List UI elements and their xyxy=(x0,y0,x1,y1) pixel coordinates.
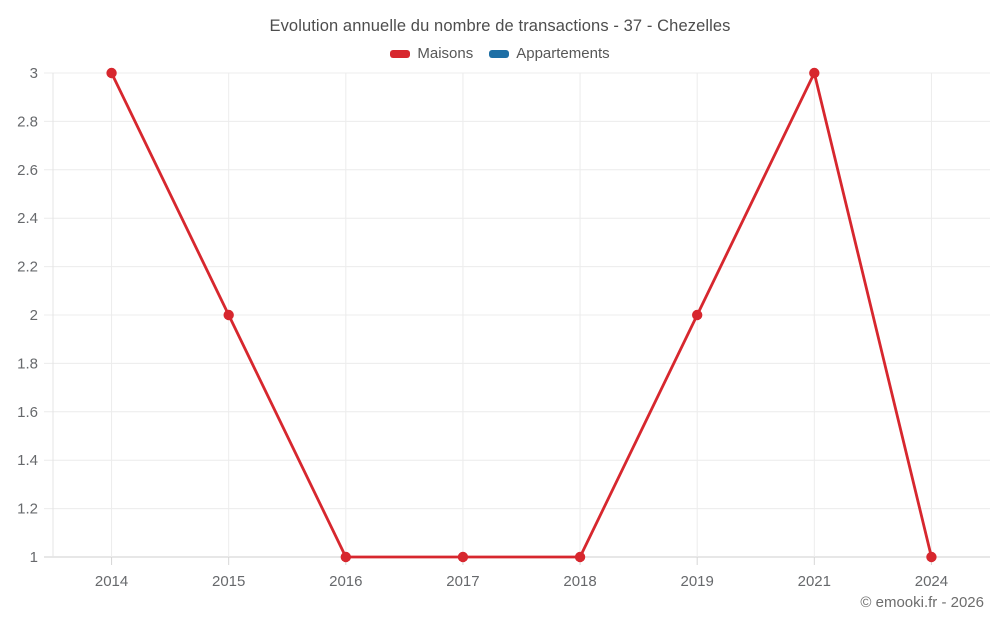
y-axis-tick-label: 1.4 xyxy=(17,452,38,469)
copyright-text: © emooki.fr - 2026 xyxy=(860,594,984,611)
y-axis-tick-label: 1.2 xyxy=(17,501,38,518)
x-axis-tick-label: 2016 xyxy=(329,573,362,590)
y-axis-tick-label: 2.2 xyxy=(17,259,38,276)
y-axis-tick-label: 2.8 xyxy=(17,113,38,130)
legend-label: Appartements xyxy=(516,45,610,62)
legend-swatch-maisons xyxy=(390,49,411,58)
x-axis-tick-label: 2017 xyxy=(446,573,479,590)
data-point-maisons-2024[interactable] xyxy=(926,551,937,563)
legend-item-appartements[interactable]: Appartements xyxy=(489,45,610,62)
legend-item-maisons[interactable]: Maisons xyxy=(390,45,473,62)
x-axis-tick-label: 2014 xyxy=(95,573,128,590)
x-axis-tick-label: 2024 xyxy=(915,573,948,590)
data-point-maisons-2019[interactable] xyxy=(691,309,703,321)
y-axis-tick-label: 2 xyxy=(30,307,38,324)
y-axis-tick-label: 2.6 xyxy=(17,162,38,179)
x-axis-tick-label: 2018 xyxy=(563,573,596,590)
data-point-maisons-2015[interactable] xyxy=(223,309,234,321)
x-axis-tick-label: 2021 xyxy=(798,573,831,590)
data-point-maisons-2017[interactable] xyxy=(457,551,469,563)
y-axis-tick-label: 1 xyxy=(30,549,38,566)
data-point-maisons-2021[interactable] xyxy=(809,67,820,79)
x-axis-tick-label: 2019 xyxy=(681,573,714,590)
legend-label: Maisons xyxy=(417,45,474,62)
series-line-maisons xyxy=(110,71,933,559)
data-point-maisons-2014[interactable] xyxy=(106,67,117,79)
y-axis-tick-label: 1.8 xyxy=(17,355,38,372)
chart-title: Evolution annuelle du nombre de transact… xyxy=(269,17,731,35)
data-point-maisons-2016[interactable] xyxy=(340,551,352,563)
y-axis-tick-label: 2.4 xyxy=(17,210,38,227)
y-axis-tick-label: 3 xyxy=(30,65,38,82)
data-point-maisons-2018[interactable] xyxy=(574,551,586,563)
legend-swatch-appartements xyxy=(489,49,510,58)
x-axis-tick-label: 2015 xyxy=(212,573,245,590)
y-axis-tick-label: 1.6 xyxy=(17,404,38,421)
chart-legend: Maisons Appartements xyxy=(0,45,1000,62)
